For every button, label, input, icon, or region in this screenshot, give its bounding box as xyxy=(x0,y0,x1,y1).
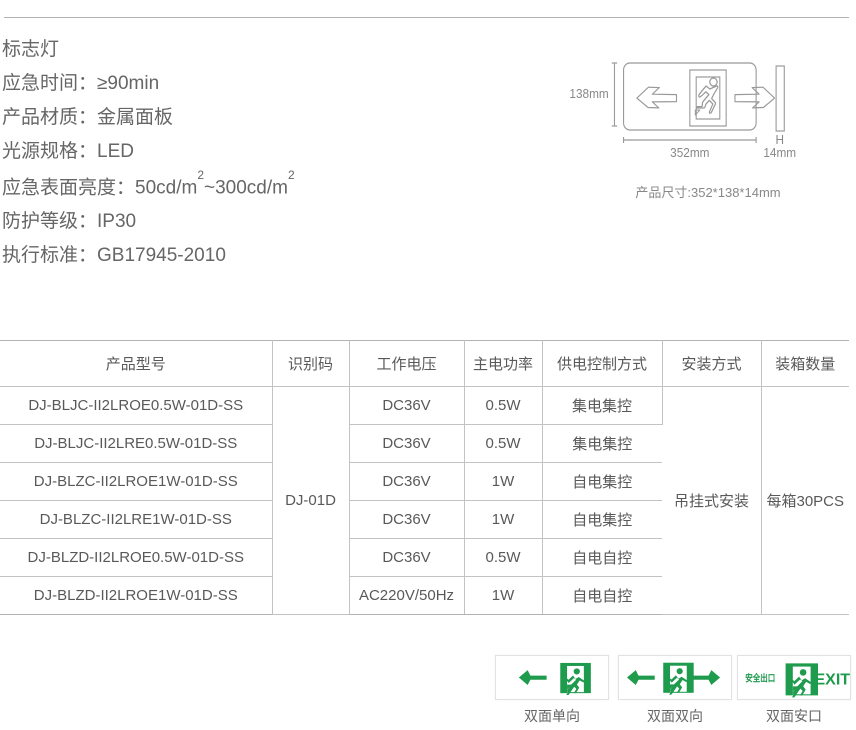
svg-text:14mm: 14mm xyxy=(763,145,796,160)
svg-text:352mm: 352mm xyxy=(670,145,709,160)
svg-text:安全出口: 安全出口 xyxy=(745,673,775,685)
svg-text:138mm: 138mm xyxy=(569,86,608,101)
svg-text:EXIT: EXIT xyxy=(815,672,851,689)
